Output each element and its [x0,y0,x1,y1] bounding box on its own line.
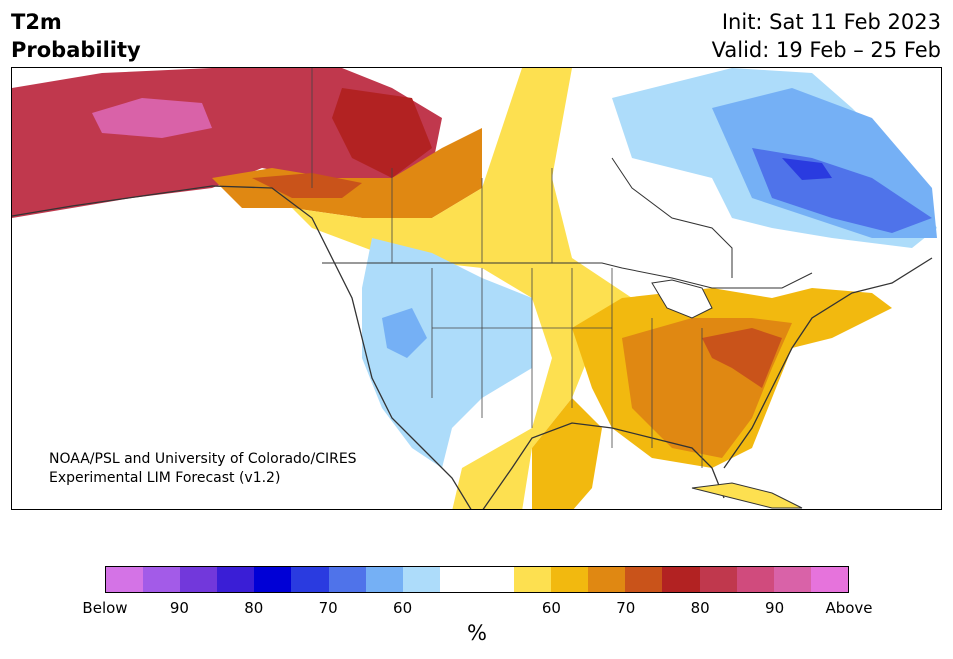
region-hudson-core [782,158,832,180]
colorbar-cell [476,567,515,592]
credit-line-2: Experimental LIM Forecast (v1.2) [49,470,281,486]
great-lakes [651,279,713,319]
colorbar-cell [551,567,589,592]
region-canada-orange-dark [252,173,362,198]
colorbar-cell [439,567,477,592]
colorbar-cell [106,567,144,592]
colorbar-unit: % [467,621,487,645]
colorbar-cell [402,567,440,592]
colorbar-cell [514,567,552,592]
colorbar-tick-label: 90 [765,599,785,617]
valid-date: Valid: 19 Feb – 25 Feb [711,38,941,62]
colorbar-tick-label: 90 [169,599,189,617]
colorbar-tick-label: 70 [616,599,636,617]
colorbar-cell [810,567,848,592]
title-line-1: T2m [11,10,62,34]
probability-map: NOAA/PSL and University of Colorado/CIRE… [11,67,942,510]
colorbar-tick-label: 80 [690,599,710,617]
colorbar-cell [291,567,329,592]
colorbar-cell [588,567,626,592]
state-lines [431,268,703,468]
colorbar-cell [699,567,737,592]
region-midatlantic-dark [702,328,782,388]
colorbar-tick-label: 70 [318,599,338,617]
colorbar-cell [773,567,811,592]
region-nwcanada-red [332,88,432,178]
region-texas-gold [532,398,602,509]
region-west-lightblue [362,238,532,468]
region-alaska-core [92,98,212,138]
init-date: Init: Sat 11 Feb 2023 [721,10,941,34]
map-canvas [12,68,937,509]
colorbar-cell [254,567,292,592]
colorbar [105,566,849,593]
map-title: T2m Probability [11,8,141,64]
colorbar-cell [143,567,181,592]
colorbar-tick-label: 60 [393,599,413,617]
colorbar-cell [625,567,663,592]
coastline-east [723,257,933,469]
coastline-west [12,185,472,509]
colorbar-cell [217,567,255,592]
forecast-dates: Init: Sat 11 Feb 2023 Valid: 19 Feb – 25… [712,8,941,64]
credit-line-1: NOAA/PSL and University of Colorado/CIRE… [49,451,357,467]
map-credit: NOAA/PSL and University of Colorado/CIRE… [49,450,357,488]
region-plains-yellow [292,68,632,509]
colorbar-tick-label: Below [82,599,128,617]
colorbar-cell [180,567,218,592]
region-canada-orange [212,128,482,218]
cuba [691,482,803,509]
colorbar-cell [328,567,366,592]
colorbar-tick-label: 60 [541,599,561,617]
colorbar-tick-label: 80 [244,599,264,617]
province-lines [311,68,553,263]
region-west-blue [382,308,427,358]
title-line-2: Probability [11,38,141,62]
colorbar-cell [365,567,403,592]
hudson-bay-coast [611,157,733,278]
colorbar-cell [662,567,700,592]
colorbar-cell [736,567,774,592]
colorbar-tick-label: Above [825,599,873,617]
us-canada-border [322,262,813,289]
